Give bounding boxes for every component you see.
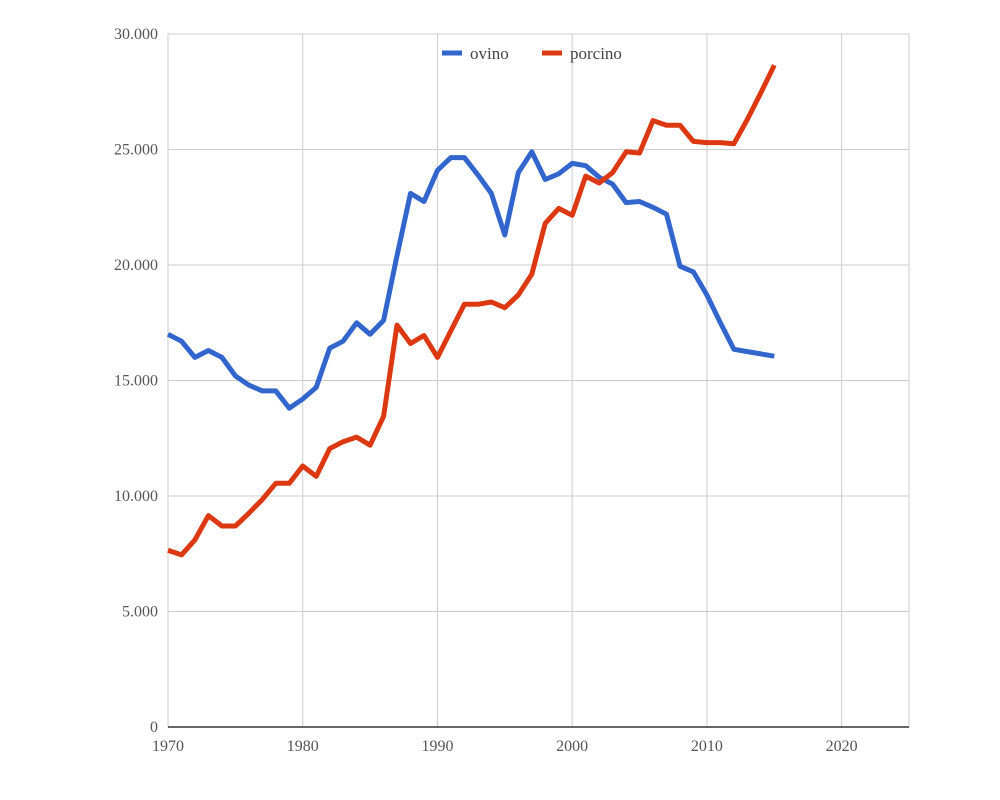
x-tick-label: 1990 — [421, 738, 453, 755]
x-tick-label: 1970 — [152, 738, 184, 755]
y-axis-ticks: 0 5.000 10.000 15.000 20.000 25.000 30.000 — [114, 26, 158, 736]
gridlines — [167, 33, 910, 727]
series-line-porcino — [167, 64, 777, 558]
legend-label: ovino — [470, 44, 509, 63]
series-lines — [166, 64, 777, 558]
y-tick-label: 10.000 — [114, 488, 158, 505]
y-tick-label: 15.000 — [114, 373, 158, 390]
x-tick-label: 1980 — [287, 738, 319, 755]
y-tick-label: 0 — [150, 719, 158, 736]
y-tick-label: 25.000 — [114, 142, 158, 159]
y-tick-label: 30.000 — [114, 26, 158, 43]
x-tick-label: 2020 — [826, 738, 858, 755]
x-tick-label: 2000 — [556, 738, 588, 755]
x-tick-label: 2010 — [691, 738, 723, 755]
legend: ovino porcino — [442, 44, 622, 63]
y-tick-label: 20.000 — [114, 257, 158, 274]
legend-label: porcino — [570, 44, 622, 63]
x-axis-ticks: 1970 1980 1990 2000 2010 2020 — [152, 738, 858, 755]
y-tick-label: 5.000 — [122, 604, 158, 621]
series-line-ovino — [166, 149, 775, 411]
